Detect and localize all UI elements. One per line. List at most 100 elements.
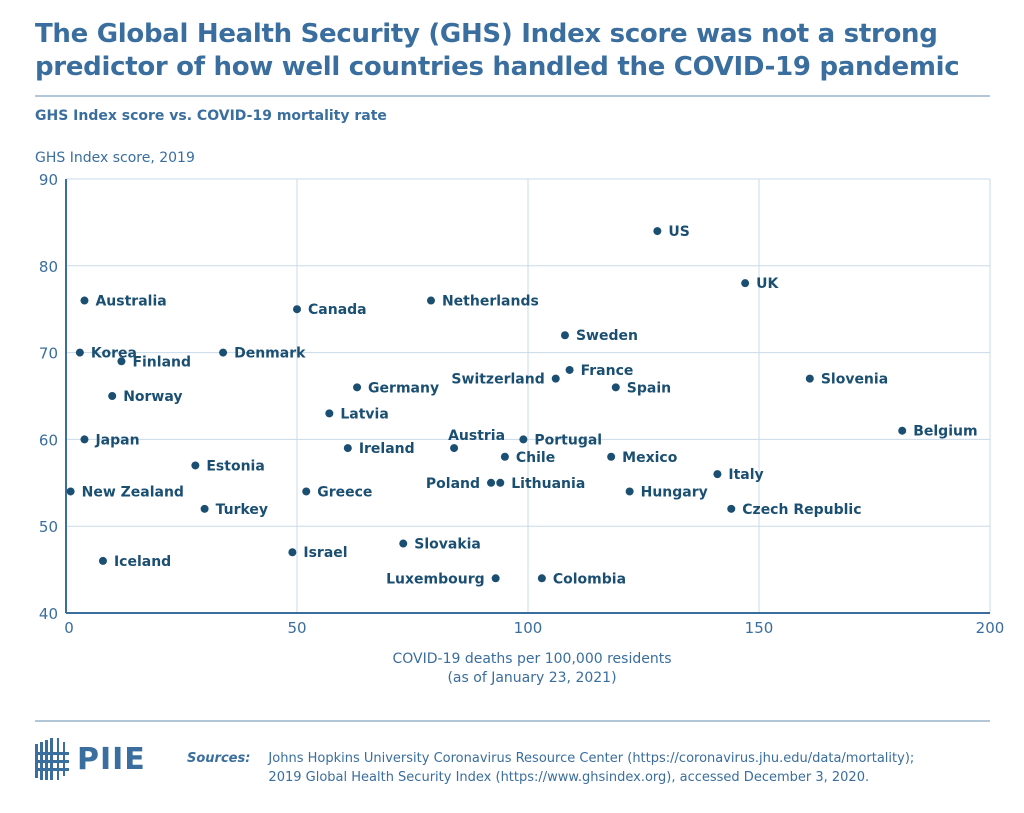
data-label: Estonia xyxy=(206,458,264,474)
data-label: Japan xyxy=(94,432,139,448)
x-axis-label: COVID-19 deaths per 100,000 residents (a… xyxy=(266,650,798,688)
x-axis-title: COVID-19 deaths per 100,000 residents xyxy=(392,651,672,667)
chart-title: The Global Health Security (GHS) Index s… xyxy=(35,19,960,82)
x-axis-note: (as of January 23, 2021) xyxy=(447,670,617,686)
data-label: France xyxy=(581,363,634,379)
data-point xyxy=(191,461,200,470)
building-logo-icon xyxy=(35,738,69,780)
footer-divider xyxy=(35,720,990,722)
data-point xyxy=(219,348,228,357)
data-point xyxy=(288,548,297,557)
data-point xyxy=(537,574,546,583)
data-point xyxy=(519,435,528,444)
data-label: US xyxy=(668,224,689,240)
divider xyxy=(35,95,990,97)
data-label: Hungary xyxy=(641,484,708,500)
data-label: Germany xyxy=(368,380,439,396)
data-label: Korea xyxy=(91,346,137,362)
sources: Sources: Johns Hopkins University Corona… xyxy=(187,749,914,787)
data-label: Italy xyxy=(728,467,763,483)
data-point xyxy=(727,504,736,513)
data-label: Poland xyxy=(426,476,480,492)
data-point xyxy=(611,383,620,392)
data-point xyxy=(607,452,616,461)
logo-text: PIIE xyxy=(77,741,146,777)
x-tick-label: 150 xyxy=(745,619,774,637)
y-tick-label: 70 xyxy=(39,345,58,363)
data-label: Czech Republic xyxy=(742,502,861,518)
data-label: Greece xyxy=(317,484,372,500)
x-tick-label: 200 xyxy=(976,619,1005,637)
data-label: Mexico xyxy=(622,450,678,466)
data-point xyxy=(293,305,301,314)
x-tick-label: 0 xyxy=(64,619,74,637)
data-point xyxy=(625,487,634,496)
data-point xyxy=(353,383,362,392)
data-label: Spain xyxy=(627,380,671,396)
y-tick-label: 50 xyxy=(39,518,58,536)
source-line: 2019 Global Health Security Index (https… xyxy=(268,770,870,785)
piie-logo: PIIE xyxy=(35,738,146,780)
data-point xyxy=(450,444,459,453)
data-point xyxy=(713,470,722,479)
data-label: Belgium xyxy=(913,424,977,440)
data-point xyxy=(491,574,500,583)
data-label: Turkey xyxy=(216,502,268,518)
y-axis-label: GHS Index score, 2019 xyxy=(35,150,195,166)
data-point xyxy=(325,409,334,418)
data-point xyxy=(551,374,560,383)
data-point xyxy=(565,365,574,374)
y-tick-label: 60 xyxy=(39,431,58,449)
y-tick-label: 40 xyxy=(39,605,58,623)
data-point xyxy=(741,279,750,288)
data-point xyxy=(302,487,311,496)
y-tick-label: 80 xyxy=(39,258,58,276)
data-label: Finland xyxy=(132,354,191,370)
data-point xyxy=(75,348,84,357)
data-point xyxy=(66,487,75,496)
data-point xyxy=(487,478,496,487)
data-point xyxy=(343,444,352,453)
data-point xyxy=(496,478,505,487)
data-label: New Zealand xyxy=(82,484,184,500)
data-label: Lithuania xyxy=(511,476,585,492)
data-point xyxy=(426,296,435,305)
data-label: Switzerland xyxy=(451,372,544,388)
data-label: Portugal xyxy=(534,432,602,448)
data-point xyxy=(98,556,107,565)
data-point xyxy=(500,452,509,461)
data-point xyxy=(653,227,662,236)
data-point xyxy=(399,539,408,548)
data-point xyxy=(560,331,569,340)
sources-label: Sources: xyxy=(187,751,251,766)
data-label: Netherlands xyxy=(442,294,539,310)
data-label: Denmark xyxy=(234,346,306,362)
source-line: Johns Hopkins University Coronavirus Res… xyxy=(268,751,915,766)
data-label: Iceland xyxy=(114,554,171,570)
data-label: Chile xyxy=(516,450,555,466)
data-point xyxy=(80,296,89,305)
data-label: UK xyxy=(756,276,779,292)
data-label: Luxembourg xyxy=(386,571,485,587)
data-label: Latvia xyxy=(340,406,388,422)
data-point xyxy=(805,374,814,383)
data-label: Austria xyxy=(448,428,505,444)
data-label: Sweden xyxy=(576,328,638,344)
data-label: Slovakia xyxy=(414,537,481,553)
data-label: Colombia xyxy=(553,571,626,587)
data-point xyxy=(200,504,209,513)
x-tick-label: 50 xyxy=(287,619,306,637)
x-tick-label: 100 xyxy=(514,619,543,637)
data-point xyxy=(80,435,89,444)
data-label: Slovenia xyxy=(821,372,888,388)
data-label: Norway xyxy=(123,389,182,405)
data-label: Australia xyxy=(95,294,166,310)
data-label: Canada xyxy=(308,302,367,318)
data-point xyxy=(117,357,126,366)
data-point xyxy=(898,426,907,435)
data-label: Ireland xyxy=(359,441,415,457)
data-label: Israel xyxy=(303,545,347,561)
data-point xyxy=(108,392,117,400)
